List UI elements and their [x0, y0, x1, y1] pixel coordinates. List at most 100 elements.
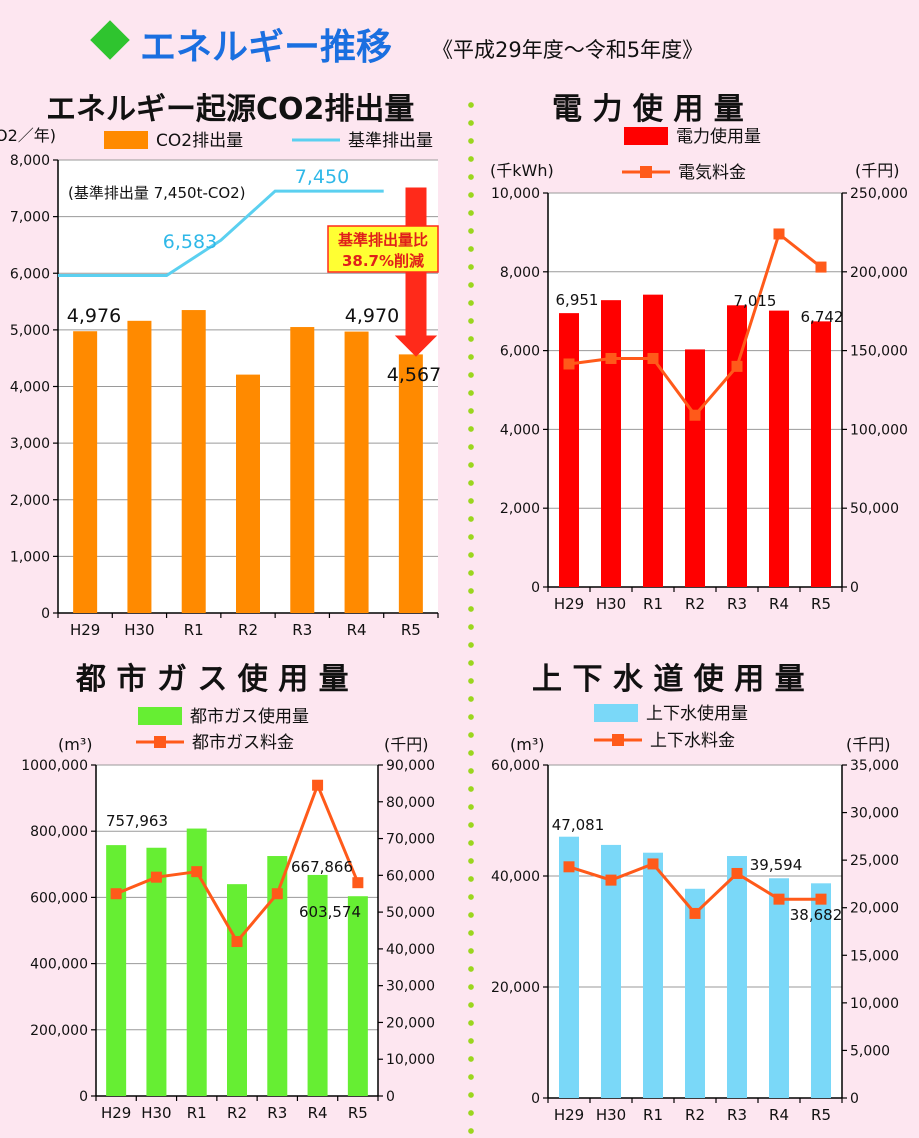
water-xtick-label: H30 [596, 1106, 626, 1124]
water-y2label: (千円) [846, 735, 891, 754]
water-line-point [563, 861, 575, 873]
co2-ytick-label: 2,000 [10, 493, 50, 509]
electric-bar [811, 321, 831, 587]
electric-xtick-label: R3 [727, 595, 747, 613]
co2-ytick-label: 6,000 [10, 266, 50, 282]
electric-y2tick-label: 50,000 [850, 501, 899, 517]
co2-reduction-line2: 38.7%削減 [342, 252, 424, 270]
water-legend-label: 上下水料金 [650, 731, 735, 751]
gas-line-point [110, 888, 122, 900]
electric-legend-label: 電気料金 [678, 163, 746, 183]
water-data-label: 47,081 [552, 816, 605, 834]
electric-line-point [647, 352, 659, 364]
co2-xtick-label: R5 [401, 621, 421, 639]
panel-divider [468, 96, 474, 1136]
gas-bar [347, 896, 368, 1096]
co2-legend-label: 基準排出量 [348, 131, 433, 151]
water-line-point [731, 867, 743, 879]
electric-line-point [815, 261, 827, 273]
gas-bar [186, 828, 207, 1096]
co2-legend-swatch [104, 131, 148, 149]
co2-reduction-line1: 基準排出量比 [337, 231, 428, 249]
co2-xtick-label: H30 [124, 621, 154, 639]
co2-xtick-label: R4 [347, 621, 367, 639]
water-xtick-label: H29 [554, 1106, 584, 1124]
electric-ytick-label: 0 [531, 580, 540, 596]
co2-ytick-label: 3,000 [10, 436, 50, 452]
electric-xtick-label: H30 [596, 595, 626, 613]
water-chart-title: 上 下 水 道 使 用 量 [532, 662, 805, 697]
electric-y2tick-label: 200,000 [850, 265, 908, 281]
water-y2tick-label: 15,000 [850, 948, 899, 964]
electric-xtick-label: R4 [769, 595, 789, 613]
gas-ytick-label: 0 [79, 1089, 88, 1105]
gas-ytick-label: 600,000 [30, 890, 88, 906]
gas-y2tick-label: 40,000 [386, 942, 435, 958]
electric-y2tick-label: 150,000 [850, 344, 908, 360]
water-line-point [647, 858, 659, 870]
electric-legend-marker [640, 166, 652, 178]
electric-bar [727, 305, 747, 587]
gas-xtick-label: H29 [101, 1104, 131, 1122]
gas-bar [106, 845, 127, 1096]
water-line-point [605, 874, 617, 886]
gas-legend-label: 都市ガス料金 [192, 733, 294, 753]
electric-data-label: 6,951 [556, 291, 599, 309]
electric-ylabel: (千kWh) [490, 161, 554, 180]
electric-xtick-label: R2 [685, 595, 705, 613]
gas-bar [307, 874, 328, 1096]
gas-ytick-label: 800,000 [30, 824, 88, 840]
electric-y2label: (千円) [855, 161, 900, 180]
gas-ytick-label: 1000,000 [21, 758, 88, 774]
electric-bar [601, 300, 621, 587]
electric-chart-title: 電 力 使 用 量 [552, 92, 744, 127]
water-y2tick-label: 5,000 [850, 1043, 890, 1059]
gas-ytick-label: 200,000 [30, 1023, 88, 1039]
co2-data-label: 4,970 [345, 305, 399, 327]
gas-y2tick-label: 50,000 [386, 905, 435, 921]
electric-ytick-label: 6,000 [500, 344, 540, 360]
gas-y2tick-label: 80,000 [386, 795, 435, 811]
gas-xtick-label: H30 [141, 1104, 171, 1122]
gas-y2tick-label: 20,000 [386, 1015, 435, 1031]
co2-data-label: 7,450 [295, 166, 349, 188]
electric-line-point [731, 360, 743, 372]
water-xtick-label: R2 [685, 1106, 705, 1124]
gas-line-point [271, 888, 283, 900]
water-ytick-label: 40,000 [491, 869, 540, 885]
water-bar [769, 878, 789, 1098]
gas-data-label: 757,963 [106, 812, 168, 830]
co2-data-label: 6,583 [163, 231, 217, 253]
water-bar [685, 888, 705, 1098]
co2-bar [73, 331, 98, 613]
gas-ylabel: (m³) [58, 735, 92, 754]
electric-bar [559, 313, 579, 587]
electric-xtick-label: H29 [554, 595, 584, 613]
co2-ytick-label: 5,000 [10, 323, 50, 339]
gas-xtick-label: R1 [187, 1104, 207, 1122]
water-ytick-label: 60,000 [491, 758, 540, 774]
water-bar [727, 856, 747, 1098]
water-data-label: 38,682 [790, 906, 843, 924]
gas-xtick-label: R4 [308, 1104, 328, 1122]
co2-data-label: 4,976 [67, 305, 121, 327]
water-legend-label: 上下水使用量 [646, 703, 748, 724]
electric-line-point [605, 352, 617, 364]
gas-legend-label: 都市ガス使用量 [190, 706, 309, 727]
co2-line [58, 189, 384, 277]
water-ytick-label: 20,000 [491, 980, 540, 996]
co2-reduction-box [327, 225, 439, 273]
gas-y2tick-label: 30,000 [386, 979, 435, 995]
gas-y2label: (千円) [384, 735, 429, 754]
gas-y2tick-label: 0 [386, 1089, 395, 1105]
gas-line-point [352, 877, 364, 889]
electric-line-point [773, 228, 785, 240]
co2-ytick-label: 1,000 [10, 549, 50, 565]
gas-ytick-label: 400,000 [30, 957, 88, 973]
gas-line-point [150, 871, 162, 883]
electric-legend-swatch [624, 127, 668, 145]
water-bar [559, 836, 579, 1098]
